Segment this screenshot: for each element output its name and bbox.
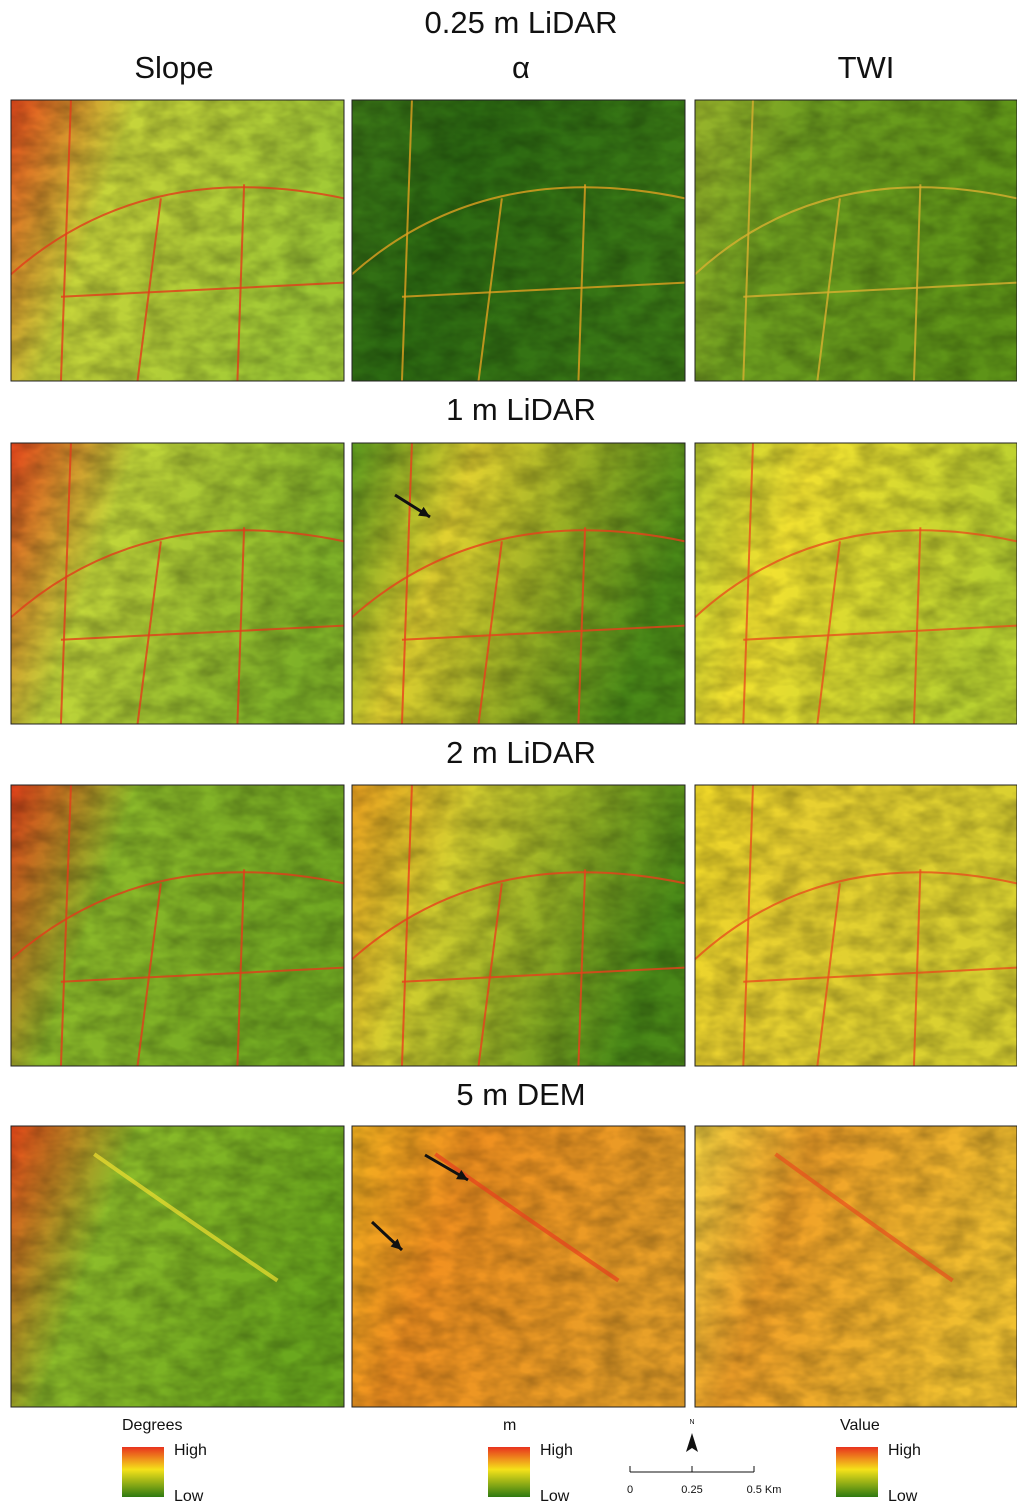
map-texture xyxy=(11,785,344,1066)
legend-title: m xyxy=(503,1417,516,1434)
map-panel xyxy=(11,443,344,724)
legend: Degrees High Low m High Low Value High Low N 0 0.25… xyxy=(122,1417,921,1505)
legend-low: Low xyxy=(888,1488,918,1505)
legend-high: High xyxy=(888,1442,921,1459)
legend-high: High xyxy=(540,1442,573,1459)
row-title: 0.25 m LiDAR xyxy=(425,5,618,40)
row-title: 2 m LiDAR xyxy=(446,735,596,770)
map-texture xyxy=(352,785,685,1066)
row-title: 1 m LiDAR xyxy=(446,392,596,427)
north-label: N xyxy=(689,1419,694,1426)
map-texture xyxy=(11,100,344,381)
legend-ramp xyxy=(122,1447,164,1497)
map-texture xyxy=(352,443,685,724)
map-texture xyxy=(11,1126,344,1407)
column-title: TWI xyxy=(838,50,895,85)
map-panel xyxy=(695,1126,1017,1407)
map-panel xyxy=(352,443,685,724)
map-texture xyxy=(352,1126,685,1407)
map-panel xyxy=(352,785,685,1066)
legend-title: Degrees xyxy=(122,1417,182,1434)
legend-title: Value xyxy=(840,1417,880,1434)
legend-low: Low xyxy=(540,1488,570,1505)
legend-low: Low xyxy=(174,1488,204,1505)
map-panel xyxy=(11,100,344,381)
column-title: α xyxy=(512,50,530,85)
map-panel xyxy=(11,785,344,1066)
map-panel xyxy=(352,100,685,381)
map-texture xyxy=(11,443,344,724)
row-title: 5 m DEM xyxy=(456,1077,585,1112)
map-panel xyxy=(352,1126,685,1407)
map-panel xyxy=(11,1126,344,1407)
map-texture xyxy=(695,100,1017,381)
map-texture xyxy=(352,100,685,381)
column-title: Slope xyxy=(134,50,213,85)
legend-ramp xyxy=(836,1447,878,1497)
map-panel xyxy=(695,785,1017,1066)
north-arrow xyxy=(686,1433,698,1452)
figure: 0.25 m LiDAR 1 m LiDAR 2 m LiDAR 5 m DEM Slo… xyxy=(0,0,1017,1506)
scale-label: 0.25 xyxy=(681,1484,702,1496)
scale-label: 0.5 Km xyxy=(747,1484,782,1496)
legend-ramp xyxy=(488,1447,530,1497)
scale-label: 0 xyxy=(627,1484,633,1496)
map-texture xyxy=(695,1126,1017,1407)
map-texture xyxy=(695,785,1017,1066)
map-panel xyxy=(695,100,1017,381)
map-texture xyxy=(695,443,1017,724)
map-panel xyxy=(695,443,1017,724)
page: 0.25 m LiDAR 1 m LiDAR 2 m LiDAR 5 m DEM Slo… xyxy=(0,0,1017,1506)
legend-high: High xyxy=(174,1442,207,1459)
